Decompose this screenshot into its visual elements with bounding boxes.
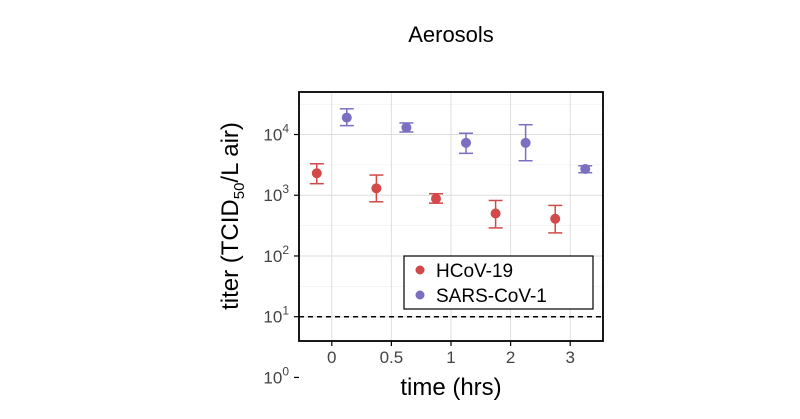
data-point-sars-cov-1 [341, 112, 352, 123]
data-point-hcov-19 [371, 183, 382, 194]
y-tick-base: 10 [263, 186, 282, 205]
x-tick-label: 3 [565, 348, 574, 367]
y-tick-exponent: 1 [282, 304, 289, 318]
chart-title: Aerosols [408, 22, 494, 47]
y-tick-label: 101 [263, 304, 289, 327]
y-tick-label: 103 [263, 182, 289, 205]
legend-box [403, 255, 594, 310]
data-marks [309, 108, 593, 234]
data-point-hcov-19 [550, 213, 561, 224]
y-axis-label-subscript: 50 [231, 183, 248, 200]
y-tick-exponent: 0 [282, 364, 289, 378]
y-tick-label: 102 [263, 243, 289, 266]
y-tick-label: 104 [263, 122, 289, 145]
data-point-hcov-19 [431, 193, 441, 204]
data-point-sars-cov-1 [520, 137, 531, 148]
data-point-sars-cov-1 [461, 137, 471, 148]
data-point-sars-cov-1 [580, 164, 591, 175]
y-axis-label-suffix: /L air) [217, 122, 244, 182]
x-axis-label: time (hrs) [400, 374, 501, 401]
legend-label-hcov-19: HCoV-19 [436, 261, 513, 282]
x-tick-label: 1 [446, 348, 455, 367]
y-tick-base: 10 [263, 368, 282, 387]
y-tick-exponent: 4 [282, 122, 289, 136]
y-axis-label: titer (TCID50/L air) [217, 122, 248, 310]
y-axis-label-prefix: titer (TCID [217, 199, 244, 310]
x-axis: 0 0.5 1 2 3 [327, 341, 575, 367]
y-tick-exponent: 2 [282, 243, 289, 257]
legend: HCoV-19 SARS-CoV-1 [403, 255, 594, 310]
data-point-hcov-19 [311, 168, 322, 179]
legend-marker-hcov-19 [415, 265, 425, 275]
x-tick-label: 0.5 [380, 348, 404, 367]
data-point-hcov-19 [490, 208, 501, 219]
x-tick-label: 0 [327, 348, 336, 367]
y-tick-base: 10 [263, 126, 282, 145]
y-tick-exponent: 3 [282, 182, 289, 196]
legend-marker-sars-cov-1 [415, 290, 425, 300]
y-tick-label: 100 [263, 364, 289, 387]
legend-label-sars-cov-1: SARS-CoV-1 [436, 286, 547, 307]
y-tick-base: 10 [263, 247, 282, 266]
y-tick-base: 10 [263, 308, 282, 327]
data-point-sars-cov-1 [401, 122, 412, 133]
x-tick-label: 2 [506, 348, 515, 367]
